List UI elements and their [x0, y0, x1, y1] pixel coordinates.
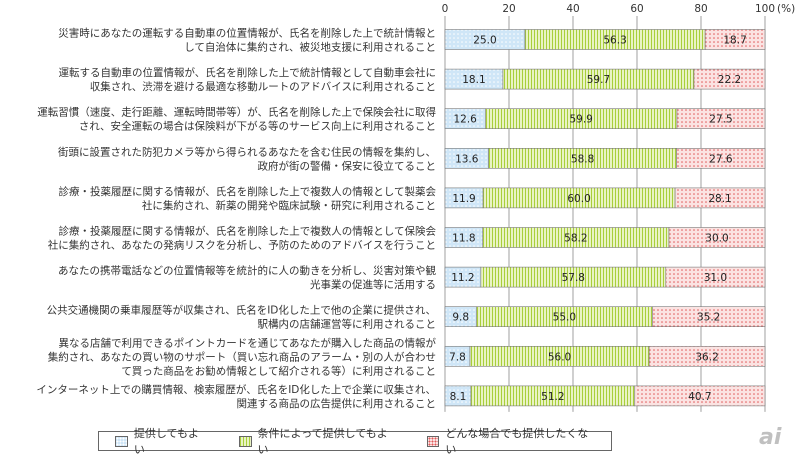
category-label-1-1: 収集され、渋滞を避ける最適な移動ルートのアドバイスに利用されること [90, 80, 436, 93]
category-label-5-1: 社に集約され、あなたの発病リスクを分析し、予防のためのアドバイスを行うこと [48, 239, 436, 252]
bar-segment-9-2 [634, 385, 766, 407]
category-label-0-0: 災害時にあなたの運転する自動車の位置情報が、氏名を削除した上で統計情報と [58, 27, 436, 40]
value-label-8-0: 7.8 [449, 351, 466, 363]
legend-label-conditional: 条件によって提供してもよい [257, 427, 388, 456]
value-label-5-1: 58.2 [564, 233, 587, 245]
category-label-0-1: して自治体に集約され、被災地支援に利用されること [184, 41, 436, 54]
value-label-0-0: 25.0 [473, 35, 496, 47]
bar-segment-7-2 [652, 306, 766, 328]
value-label-4-1: 60.0 [567, 193, 590, 205]
category-label-7-0: 公共交通機関の乗車履歴等が収集され、氏名をID化した上で他の企業に提供され、 [47, 304, 436, 317]
category-label-6-0: あなたの携帯電話などの位置情報等を統計的に人の動きを分析し、災害対策や観 [58, 264, 436, 277]
legend-item-provide: 提供してもよい [115, 425, 209, 457]
category-label-6-1: 光事業の促進等に活用する [310, 278, 436, 291]
bar-segment-2-2 [676, 108, 766, 129]
value-label-9-0: 8.1 [450, 391, 467, 403]
category-label-3-0: 街頭に設置された防犯カメラ等から得られるあなたを含む住民の情報を集約し、 [58, 145, 436, 158]
category-label-4-1: 社に集約され、新薬の開発や臨床試験・研究に利用されること [142, 199, 436, 212]
value-label-3-2: 27.6 [709, 153, 733, 165]
value-label-1-0: 18.1 [462, 74, 485, 86]
category-label-3-1: 政府が街の警備・保安に役立てること [258, 159, 437, 172]
bar-segment-1-2 [693, 68, 766, 90]
category-label-9-1: 関連する商品の広告提供に利用されること [237, 397, 437, 410]
category-label-8-2: て買った商品をお勧め情報として紹介される等）に利用されること [121, 364, 436, 377]
bar-segment-6-2 [665, 266, 766, 288]
value-label-1-1: 59.7 [587, 74, 610, 86]
bar-segment-4-2 [674, 187, 766, 209]
logo-text: ai [759, 425, 782, 450]
tick-label-60: 60 [630, 3, 643, 15]
tick-label-80: 80 [694, 3, 707, 15]
legend: 提供してもよい 条件によって提供してもよい どんな場合でも提供したくない [98, 427, 612, 456]
value-label-2-1: 59.9 [569, 114, 592, 126]
tick-label-100: 100 [755, 3, 775, 15]
category-label-5-0: 診療・投薬履歴に関する情報が、氏名を削除した上で複数人の情報として保険会 [59, 225, 437, 238]
bar-segment-0-2 [704, 29, 766, 50]
value-label-8-1: 56.0 [548, 351, 571, 363]
category-label-7-1: 駅構内の店舗運営等に利用されること [258, 318, 437, 331]
unit-label: (%) [777, 3, 795, 15]
value-label-5-0: 11.8 [452, 233, 475, 245]
value-label-7-1: 55.0 [553, 312, 576, 324]
legend-label-never: どんな場合でも提供したくない [445, 427, 589, 456]
category-label-2-0: 運転習慣（速度、走行距離、運転時間帯等）が、氏名を削除した上で保険会社に取得 [37, 106, 436, 119]
legend-swatch-provide [115, 435, 128, 447]
value-label-5-2: 30.0 [705, 233, 728, 245]
tick-label-0: 0 [442, 3, 449, 15]
value-label-0-1: 56.3 [603, 35, 626, 47]
legend-item-conditional: 条件によって提供してもよい [238, 425, 397, 457]
bar-segment-5-2 [668, 227, 766, 248]
category-label-8-1: 集約され、あなたの買い物のサポート（買い忘れ商品のアラーム・別の人が合わせ [48, 350, 436, 363]
category-label-1-0: 運転する自動車の位置情報が、氏名を削除した上で統計情報として自動車会社に [59, 66, 436, 79]
bar-segment-3-2 [676, 148, 766, 169]
value-label-0-2: 18.7 [723, 35, 746, 47]
legend-item-never: どんな場合でも提供したくない [426, 425, 597, 457]
value-label-9-1: 51.2 [541, 391, 564, 403]
value-label-4-2: 28.1 [708, 193, 731, 205]
value-label-6-1: 57.8 [562, 272, 585, 284]
value-label-6-2: 31.0 [704, 272, 727, 284]
stacked-bar-chart: 0 20 40 60 80 100 (%) 災害時にあなたの運転する自動車の位置情報が、氏名… [36, 3, 795, 412]
value-label-9-2: 40.7 [688, 391, 711, 403]
legend-swatch-conditional [238, 435, 252, 447]
category-label-8-0: 異なる店舗で利用できるポイントカードを通じてあなたが購入した商品の情報が [59, 336, 437, 349]
value-label-7-2: 35.2 [697, 312, 720, 324]
legend-swatch-never [426, 435, 440, 447]
value-label-6-0: 11.2 [451, 272, 474, 284]
value-label-1-2: 22.2 [718, 74, 741, 86]
value-label-8-2: 36.2 [695, 351, 718, 363]
value-label-2-2: 27.5 [709, 114, 732, 126]
value-label-2-0: 12.6 [453, 114, 477, 126]
tick-label-20: 20 [502, 3, 515, 15]
tick-label-40: 40 [566, 3, 579, 15]
bar-segment-8-2 [648, 345, 766, 367]
ai-logo: ai [754, 425, 794, 452]
value-label-4-0: 11.9 [452, 193, 475, 205]
category-label-2-1: され、安全運転の場合は保険料が下がる等のサービス向上に利用されること [79, 120, 436, 133]
category-label-4-0: 診療・投薬履歴に関する情報が、氏名を削除した上で複数人の情報として製薬会 [59, 185, 437, 198]
value-label-3-0: 13.6 [455, 153, 479, 165]
category-label-9-0: インターネット上での購買情報、検索履歴が、氏名をID化した上で企業に収集され、 [36, 383, 436, 396]
legend-label-provide: 提供してもよい [133, 427, 199, 456]
value-label-7-0: 9.8 [452, 312, 469, 324]
value-label-3-1: 58.8 [571, 153, 594, 165]
